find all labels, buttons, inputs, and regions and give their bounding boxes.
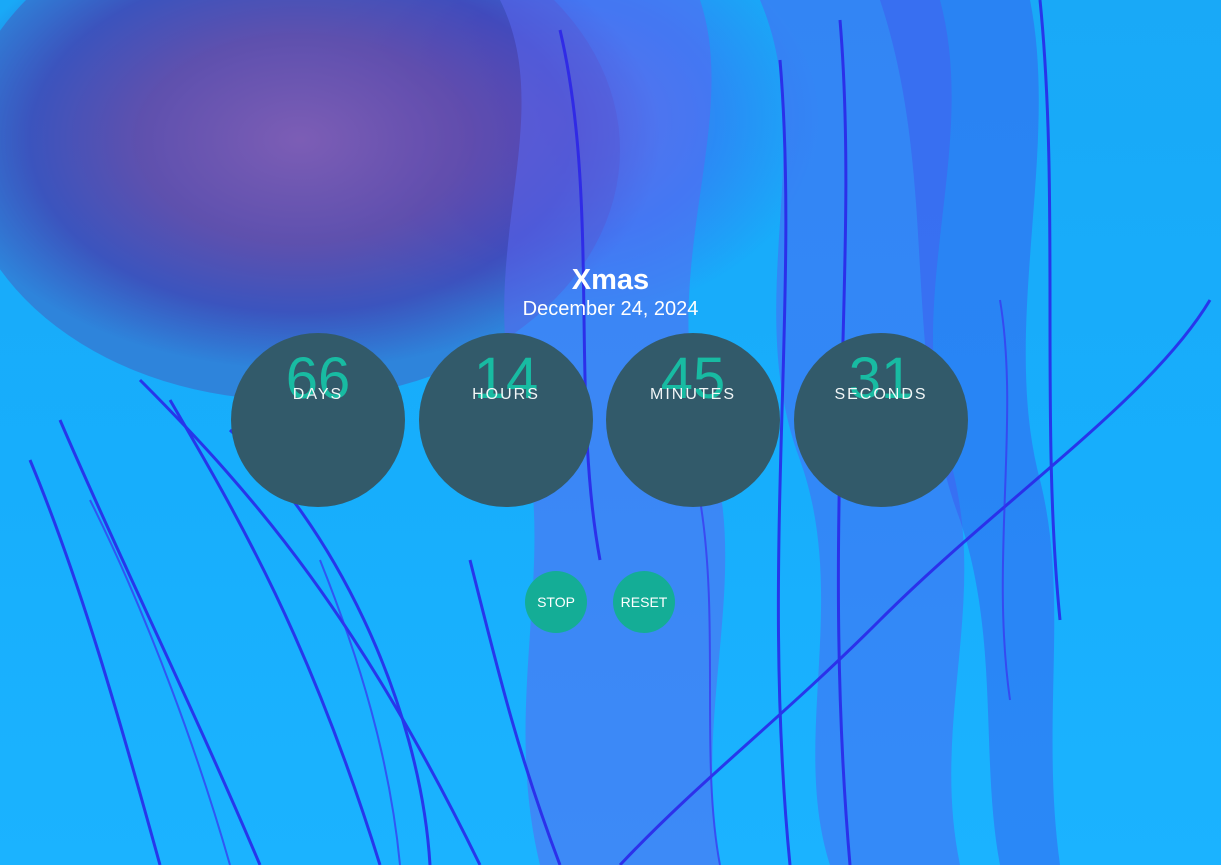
countdown-days-value: 66 [285,346,351,411]
countdown-minutes-label: MINUTES [650,386,736,403]
countdown-hours-label: HOURS [472,386,540,403]
countdown-seconds-circle: 31 SECONDS [794,333,968,507]
countdown-seconds-value: 31 [848,346,914,411]
event-date: December 24, 2024 [522,298,699,320]
countdown-hours-circle: 14 HOURS [419,333,593,507]
stop-button[interactable]: STOP [525,571,587,633]
countdown-days-circle: 66 DAYS [231,333,405,507]
countdown-hours-value: 14 [473,346,539,411]
countdown-days-label: DAYS [292,386,344,403]
countdown-minutes-value: 45 [660,346,726,411]
countdown-seconds-label: SECONDS [834,386,928,403]
reset-button[interactable]: RESET [613,571,675,633]
countdown-minutes-circle: 45 MINUTES [606,333,780,507]
event-title: Xmas [571,264,650,296]
